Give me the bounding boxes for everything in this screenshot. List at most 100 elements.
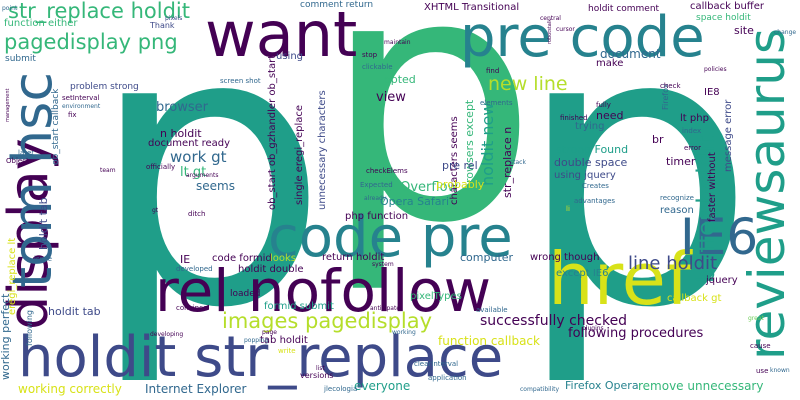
word-space-holdit: space holdit: [696, 13, 751, 23]
word-point: point: [2, 5, 18, 12]
word-popping: popping: [244, 337, 269, 344]
word-team: team: [100, 167, 116, 174]
word-ditch: ditch: [188, 210, 206, 218]
word-plugins: plugins: [582, 325, 604, 332]
word-using: using: [276, 51, 304, 62]
word-need: need: [596, 109, 624, 122]
word-developed: developed: [176, 265, 213, 273]
word-probably: probably: [436, 178, 485, 191]
word-holdit-new: holdit new: [478, 102, 497, 186]
word-li: li: [566, 205, 570, 213]
word-issue: issue: [34, 255, 52, 263]
word-clickable: clickable: [362, 63, 393, 71]
word-pixels: pixels: [165, 15, 183, 22]
word-tab-holdit-v: holdit tab: [37, 197, 50, 250]
word-creates: Creates: [582, 182, 609, 190]
word-index: index: [682, 127, 702, 135]
word-opera-safari: Opera Safari: [380, 195, 450, 208]
word-document: document: [600, 47, 661, 61]
word-clearinterval: clearInterval: [414, 360, 459, 368]
word-stack: stack: [510, 159, 526, 166]
word-holdit-comment: holdit comment: [588, 4, 660, 14]
word-comment-return: comment return: [300, 0, 374, 10]
word-cause: cause: [750, 342, 771, 350]
word-return: return: [322, 252, 353, 263]
word-elements: elements: [480, 99, 513, 107]
word-holdit-str-replace: holdit str_replace: [18, 325, 504, 390]
word-code-pre: code pre: [268, 205, 513, 270]
word-stack-overflow: Stack Overflow: [360, 180, 459, 195]
word-convince: convince: [176, 304, 208, 312]
word-fully: fully: [596, 101, 611, 109]
word-reason: reason: [660, 205, 694, 216]
word-submit: submit: [5, 54, 36, 64]
word-firefox-opera: Firefox Opera: [565, 379, 639, 392]
word-holdit-double: holdit double: [238, 264, 304, 275]
word-faster-without: faster without: [707, 152, 718, 222]
word-single-ereg: single eregi_replace: [294, 104, 305, 205]
word-application: application: [428, 374, 467, 382]
word-management: management: [5, 88, 11, 123]
word-anticipate: anticipate: [370, 305, 400, 312]
word-site: site: [734, 24, 754, 37]
word-function-either: function either: [4, 18, 78, 29]
word-unnecessary-characters: unnecessary characters: [317, 90, 328, 210]
word-p-mid: p: [322, 0, 538, 298]
word-strong-found: strong Found: [556, 143, 629, 156]
word-available: available: [476, 306, 508, 314]
word-setinterval: setInterval: [62, 94, 100, 102]
word-expected: Expected: [360, 181, 393, 189]
word-double-space: double space: [554, 156, 628, 169]
word-document-ready: document ready: [148, 138, 231, 149]
word-known: known: [770, 367, 790, 374]
word-officially: officially: [146, 163, 176, 171]
word-callback-gt: callback gt: [667, 293, 722, 304]
word-fix: fix: [68, 111, 77, 119]
word-maintain: maintain: [384, 39, 411, 46]
word-successfully-checked: successfully checked: [480, 313, 628, 329]
word-everyone: everyone: [354, 379, 411, 393]
word-working-correctly: working correctly: [18, 382, 122, 396]
word-timer: timer: [666, 155, 696, 168]
word-work-gt: work gt: [170, 148, 227, 166]
word-pixeltypes: pixelTypes: [410, 291, 462, 302]
word-later: later: [18, 149, 35, 157]
word-arguments: arguments: [186, 172, 219, 179]
word-great: great: [748, 315, 764, 322]
word-system: system: [372, 261, 394, 268]
word-checkelems: checkElems: [366, 167, 408, 175]
word-ob-gzhandler: ob_start ob_gzhandler ob_start: [267, 54, 278, 210]
word-php-function: php function: [345, 211, 409, 222]
word-make: make: [596, 58, 624, 69]
word-loaded: loaded: [230, 289, 261, 299]
word-developing: developing: [150, 331, 184, 338]
word-xhtml-transitional: XHTML Transitional: [424, 2, 520, 13]
word-stop: stop: [362, 51, 378, 59]
word-seems: seems: [196, 179, 235, 193]
word-function-callback: function callback: [438, 334, 540, 348]
word-looks: looks: [270, 253, 297, 264]
word-reviewsaurus: reviewsaurus: [738, 27, 796, 360]
word-working: working: [392, 329, 416, 336]
word-lt-gt: lt gt: [180, 165, 207, 180]
word-message-error: message error: [723, 99, 734, 172]
word-code-formid: code formid: [212, 253, 272, 264]
word-recognize: recognize: [660, 194, 694, 202]
word-line-holdit: line holdit: [628, 253, 718, 274]
word-already: already: [364, 195, 387, 202]
word-robotstalk: robotstalk: [547, 18, 553, 44]
word-screen-shot: screen shot: [220, 77, 261, 85]
word-finished: finished: [560, 114, 588, 122]
word-remove-unnecessary: remove unnecessary: [638, 379, 764, 393]
word-working-perfect: working perfect: [0, 293, 12, 380]
word-check: check: [660, 82, 681, 90]
word-rel-nofollow: rel nofollow: [155, 257, 492, 325]
word-object: Object: [6, 157, 29, 165]
word-p-left: p: [88, 0, 330, 391]
word-pre-rel: pre rel: [442, 159, 478, 172]
word-jlecologia: jlecologia: [324, 385, 358, 393]
word-formid-submit: formid submit: [264, 301, 334, 312]
word-opted: opted: [384, 73, 416, 86]
word-cursor: cursor: [556, 26, 575, 33]
word-pagedisplay-png: pagedisplay png: [4, 30, 178, 54]
